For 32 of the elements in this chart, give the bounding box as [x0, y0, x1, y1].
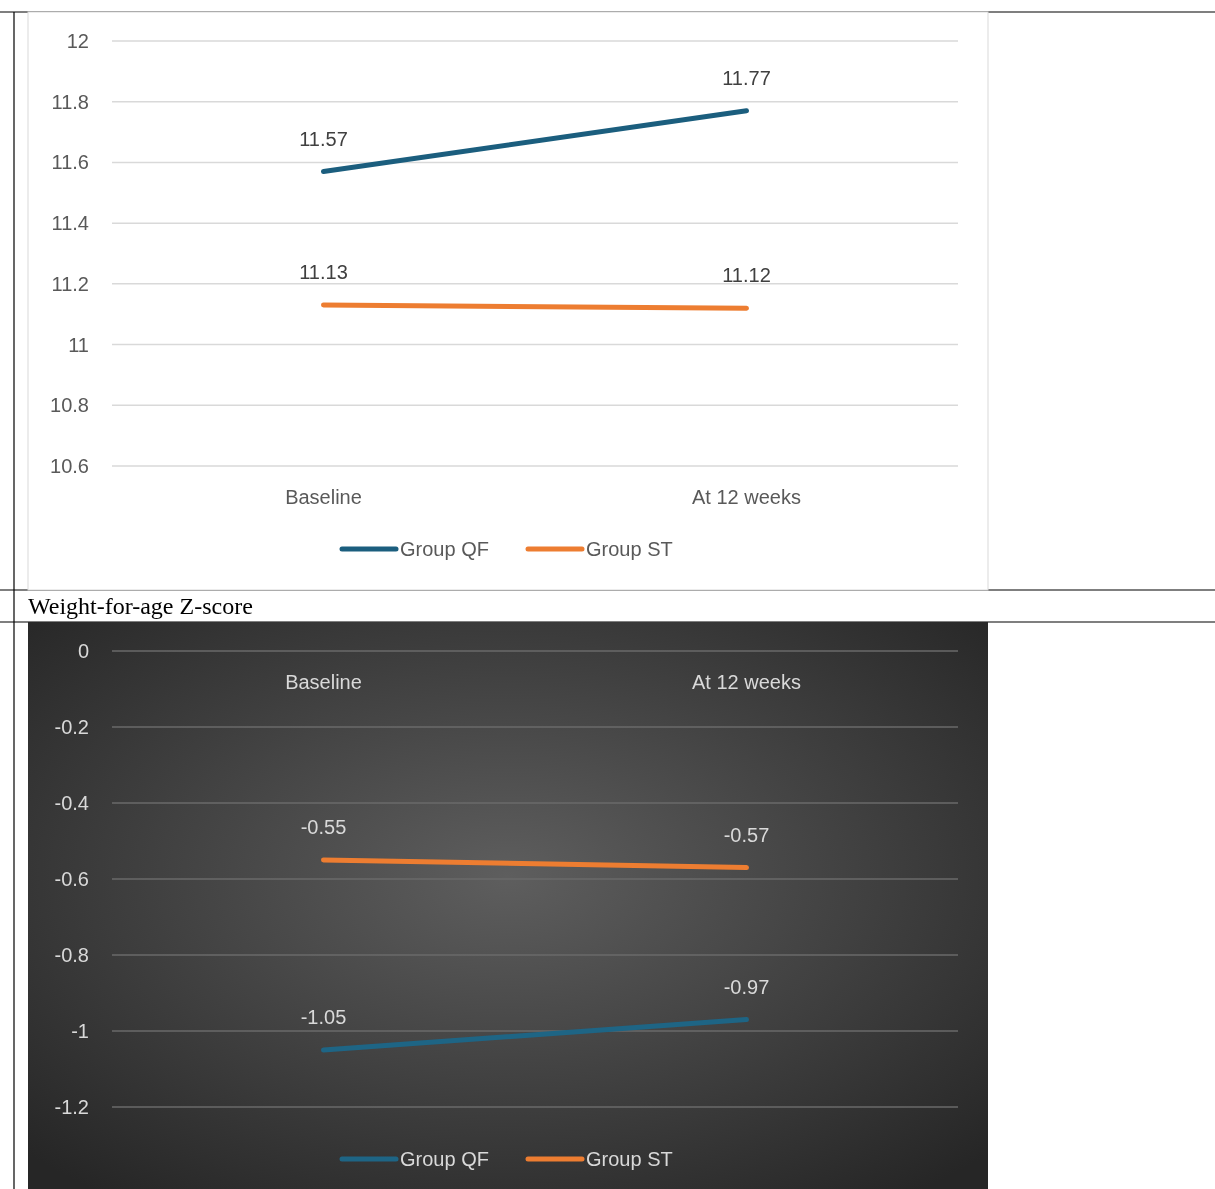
y-tick-label: 11: [68, 333, 89, 356]
x-tick-label: Baseline: [285, 671, 362, 693]
legend-label: Group QF: [400, 538, 489, 560]
y-tick-label: -0.2: [54, 716, 89, 738]
data-label: 11.13: [299, 261, 348, 284]
legend-label: Group ST: [586, 1148, 673, 1170]
y-tick-label: 11.2: [51, 272, 89, 295]
data-label: 11.77: [722, 66, 771, 89]
y-tick-label: 0: [77, 640, 89, 662]
y-tick-label: -0.4: [54, 792, 89, 814]
y-tick-label: 11.4: [51, 212, 89, 235]
y-tick-label: -1.2: [54, 1096, 89, 1118]
data-label: -0.55: [300, 816, 347, 838]
y-tick-label: 10.8: [50, 394, 89, 417]
legend-label: Group QF: [400, 1148, 489, 1170]
data-label: -0.57: [723, 823, 770, 846]
chart-title: Weight-for-age Z-score: [28, 593, 253, 619]
y-tick-label: 10.6: [50, 455, 89, 477]
y-tick-label: -1: [71, 1020, 89, 1042]
y-tick-label: 12: [66, 30, 89, 52]
y-tick-label: -0.8: [54, 944, 89, 966]
data-label: -1.05: [300, 1006, 347, 1028]
data-label: 11.12: [722, 264, 771, 287]
legend-label: Group ST: [586, 538, 673, 560]
data-label: -0.97: [723, 975, 770, 998]
y-tick-label: 11.6: [51, 151, 89, 174]
x-tick-label: At 12 weeks: [692, 486, 801, 508]
x-tick-label: Baseline: [285, 486, 362, 508]
y-tick-label: -0.6: [54, 868, 89, 890]
data-label: 11.57: [299, 127, 348, 150]
x-tick-label: At 12 weeks: [692, 671, 801, 693]
y-tick-label: 11.8: [51, 90, 89, 113]
